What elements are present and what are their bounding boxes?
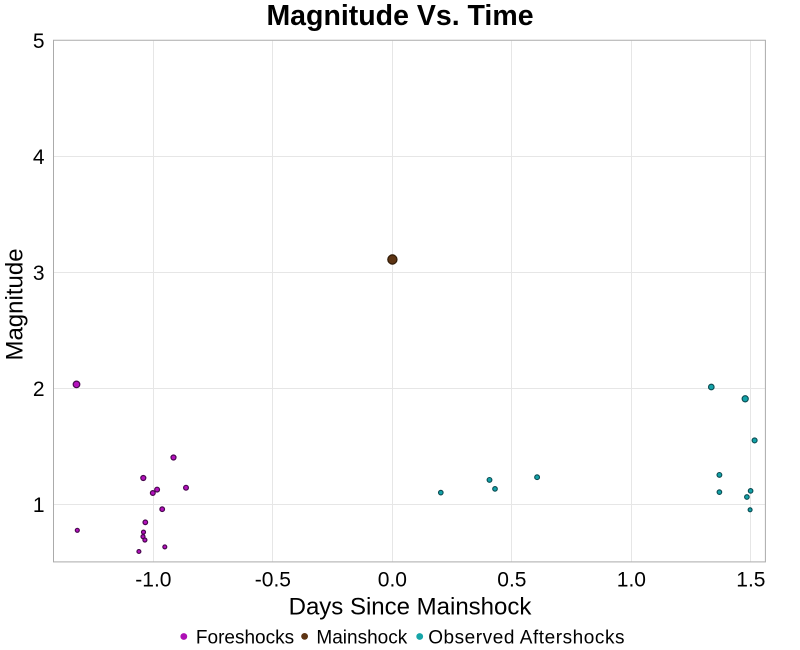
svg-text:5: 5	[33, 30, 45, 53]
svg-text:3: 3	[33, 262, 45, 285]
svg-text:1.5: 1.5	[736, 569, 765, 592]
svg-text:Days Since Mainshock: Days Since Mainshock	[289, 594, 533, 621]
svg-text:Magnitude Vs. Time: Magnitude Vs. Time	[266, 0, 533, 32]
svg-text:Observed Aftershocks: Observed Aftershocks	[428, 628, 625, 649]
svg-text:4: 4	[33, 146, 45, 169]
svg-text:Magnitude: Magnitude	[2, 248, 29, 360]
svg-text:2: 2	[33, 378, 45, 401]
svg-text:1: 1	[33, 494, 45, 517]
svg-text:Foreshocks: Foreshocks	[196, 628, 294, 649]
svg-text:Mainshock: Mainshock	[316, 628, 407, 649]
svg-text:0.0: 0.0	[378, 569, 407, 592]
svg-text:-1.0: -1.0	[135, 569, 171, 592]
svg-text:-0.5: -0.5	[255, 569, 291, 592]
svg-text:1.0: 1.0	[617, 569, 646, 592]
svg-text:0.5: 0.5	[497, 569, 526, 592]
